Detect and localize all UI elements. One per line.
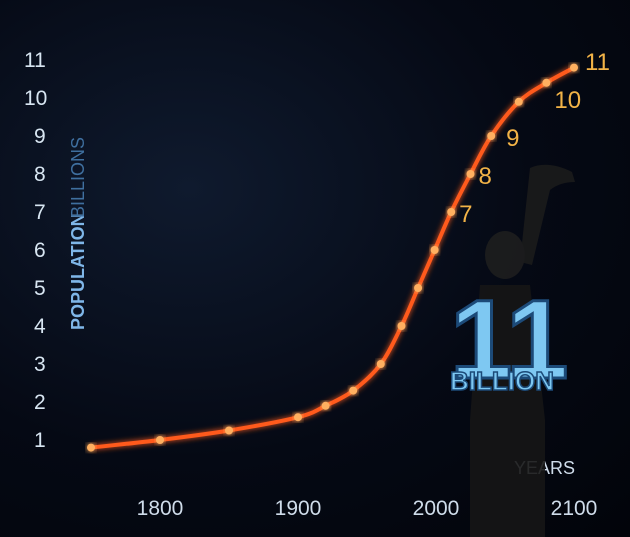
curve-point bbox=[225, 426, 233, 435]
y-tick-label: 2 bbox=[34, 391, 46, 414]
curve-point bbox=[414, 284, 423, 292]
curve-point bbox=[466, 170, 475, 178]
y-tick-label: 7 bbox=[34, 201, 46, 224]
curve-point bbox=[514, 97, 523, 106]
curve-point bbox=[156, 436, 164, 444]
y-axis-title-main: POPULATION bbox=[68, 213, 88, 330]
x-tick-label: 2000 bbox=[413, 497, 460, 520]
curve-point bbox=[376, 360, 385, 368]
data-label: 11 bbox=[585, 49, 610, 76]
curve-point bbox=[447, 208, 456, 216]
x-tick-label: 1900 bbox=[275, 497, 322, 520]
y-tick-label: 6 bbox=[34, 239, 46, 262]
curve-points bbox=[87, 63, 578, 452]
y-tick-label: 4 bbox=[34, 315, 46, 338]
data-label: 10 bbox=[554, 87, 581, 114]
curve-point bbox=[570, 63, 578, 72]
curve-point bbox=[349, 386, 358, 395]
y-tick-label: 1 bbox=[34, 429, 46, 452]
y-tick-label: 9 bbox=[34, 125, 46, 148]
y-tick-label: 5 bbox=[34, 277, 46, 300]
data-label: 8 bbox=[479, 163, 492, 190]
curve-point bbox=[542, 78, 551, 87]
curve-point bbox=[87, 443, 95, 452]
x-tick-label: 2100 bbox=[551, 497, 598, 520]
curve-point bbox=[487, 132, 496, 140]
curve-point bbox=[430, 246, 439, 254]
curve-point bbox=[294, 413, 302, 422]
y-tick-label: 10 bbox=[24, 87, 47, 110]
curve-point bbox=[321, 401, 330, 410]
population-curve bbox=[90, 65, 575, 450]
y-tick-label: 8 bbox=[34, 163, 46, 186]
big-number-11: 11 bbox=[450, 277, 568, 402]
big-number-caption: BILLION bbox=[450, 366, 554, 396]
data-label: 7 bbox=[459, 201, 472, 228]
y-axis-title-unit: BILLIONS bbox=[68, 137, 88, 218]
presenter-silhouette bbox=[470, 164, 575, 537]
data-label: 9 bbox=[506, 125, 519, 152]
x-tick-labels: 1800 1900 2000 2100 bbox=[137, 497, 598, 520]
x-tick-label: 1800 bbox=[137, 497, 184, 520]
y-tick-label: 3 bbox=[34, 353, 46, 376]
y-tick-label: 11 bbox=[24, 49, 46, 72]
y-tick-labels: 1 2 3 4 5 6 7 8 9 10 11 bbox=[24, 49, 47, 452]
y-axis-title: POPULATION BILLIONS bbox=[68, 137, 88, 330]
curve-point bbox=[397, 322, 406, 330]
